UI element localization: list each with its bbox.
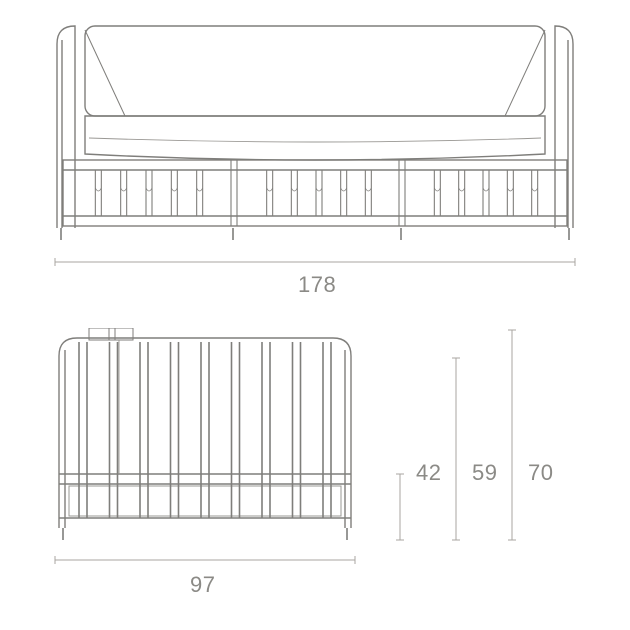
arm-right xyxy=(555,26,573,228)
front-legs xyxy=(61,228,569,240)
side-outer-frame xyxy=(59,338,351,528)
dim-depth-side: 97 xyxy=(190,572,215,598)
dim-seat-height: 42 xyxy=(416,460,441,486)
dim-width-front: 178 xyxy=(298,272,336,298)
dim-back-height: 59 xyxy=(472,460,497,486)
side-legs xyxy=(63,528,347,540)
drawing-canvas: 178 97 xyxy=(0,0,630,630)
side-slats xyxy=(79,342,331,518)
back-cushion xyxy=(85,26,545,116)
arm-left xyxy=(57,26,75,228)
front-elevation xyxy=(55,20,575,252)
seat-cushion xyxy=(85,116,545,160)
side-elevation xyxy=(55,328,355,542)
height-dimlines xyxy=(390,318,620,568)
seat-frame xyxy=(63,160,567,226)
dim-total-height: 70 xyxy=(528,460,553,486)
